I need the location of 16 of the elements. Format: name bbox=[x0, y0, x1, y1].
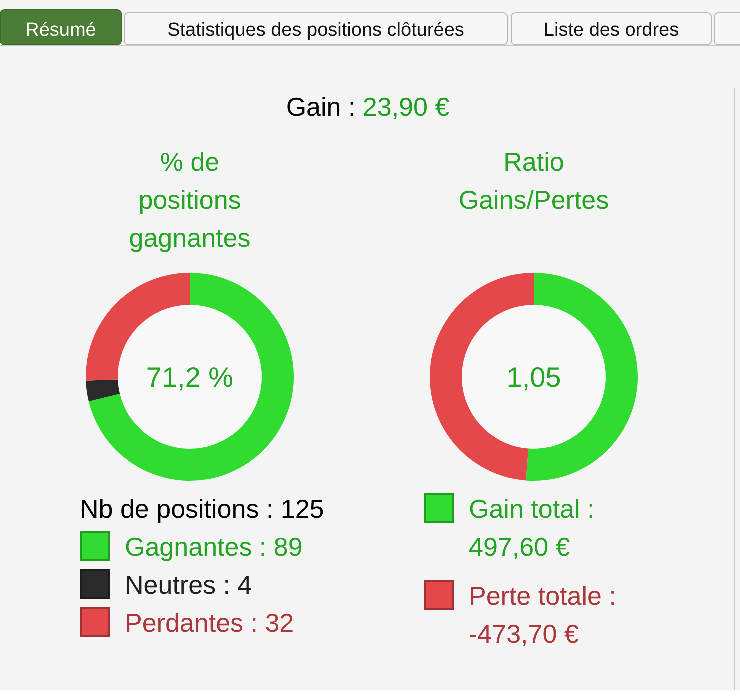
donut-slice bbox=[88, 273, 294, 481]
legend-title: Nb de positions : 125 bbox=[80, 494, 324, 524]
chart-title: Ratio Gains/Pertes bbox=[458, 147, 610, 215]
legend-label: Perdantes : 32 bbox=[125, 608, 294, 638]
legend-label: Gain total : 497,60 € bbox=[469, 494, 595, 562]
donut-slice bbox=[86, 380, 120, 402]
text: Statistiques des positions clôturées bbox=[168, 20, 464, 41]
legend-label: Gagnantes : 89 bbox=[125, 532, 303, 562]
text: Résumé bbox=[26, 20, 96, 41]
text: 71,2 % bbox=[146, 362, 234, 393]
legend-label: Neutres : 4 bbox=[125, 570, 252, 600]
text: Gain : 23,90 € bbox=[286, 92, 450, 122]
text: Liste des ordres bbox=[544, 20, 680, 41]
legend-label: Perte totale : -473,70 € bbox=[469, 581, 616, 649]
chart-title: % de positions gagnantes bbox=[129, 147, 251, 253]
text: 1,05 bbox=[506, 362, 562, 393]
